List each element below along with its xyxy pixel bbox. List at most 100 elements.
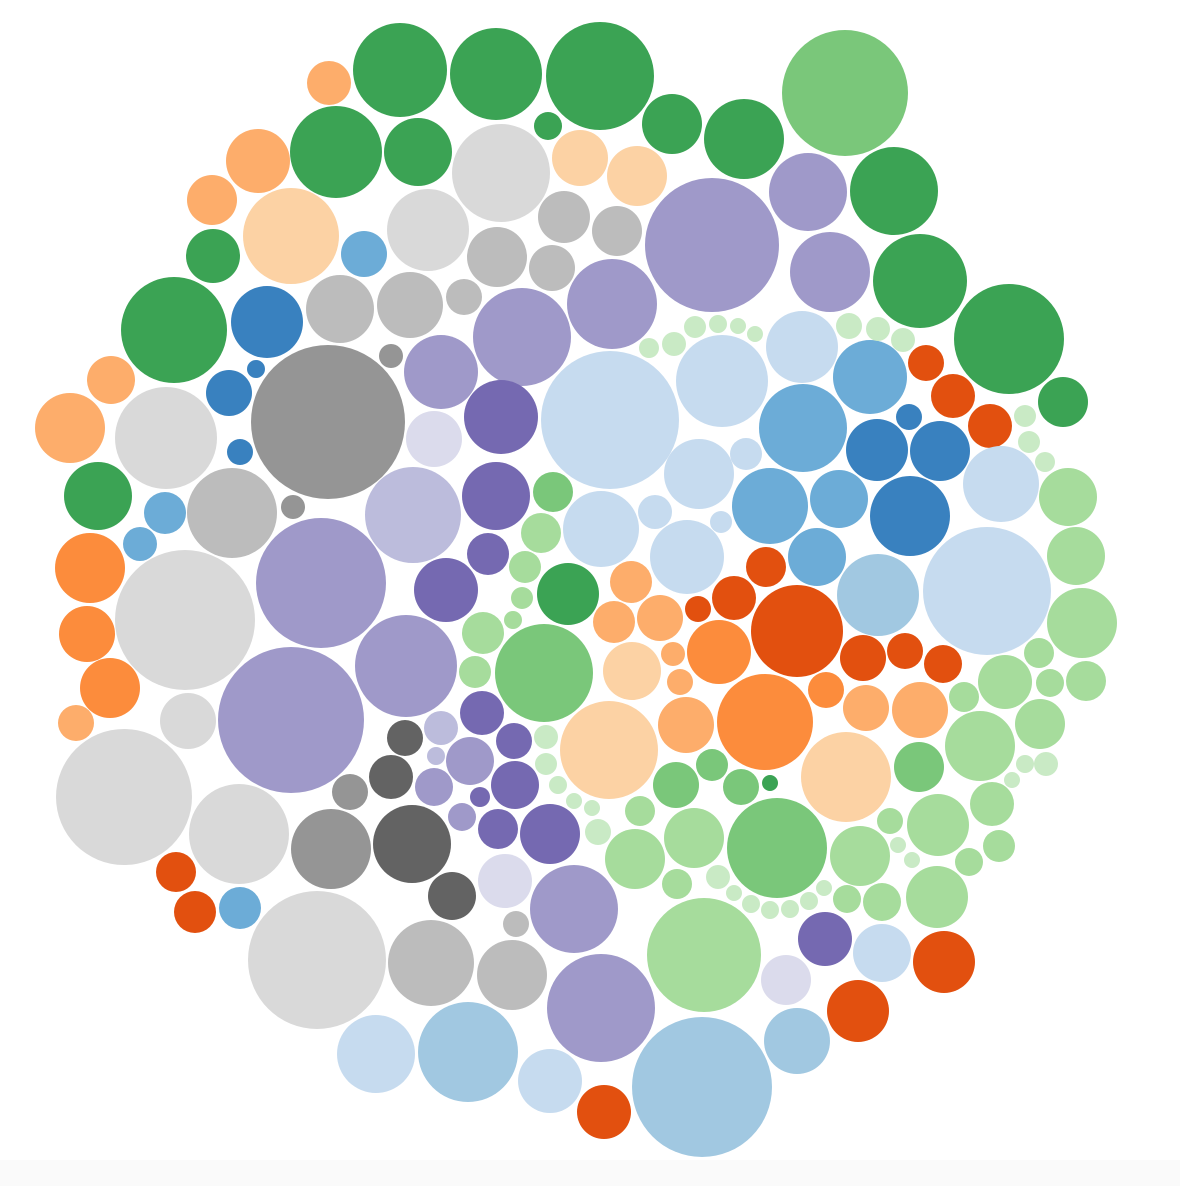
- bubble-dark-purple[interactable]: [491, 761, 539, 809]
- bubble-blue[interactable]: [833, 340, 907, 414]
- bubble-light-orange[interactable]: [667, 669, 693, 695]
- bubble-pale-green[interactable]: [662, 332, 686, 356]
- bubble-light-green[interactable]: [511, 587, 533, 609]
- bubble-purple[interactable]: [645, 178, 779, 312]
- bubble-light-green[interactable]: [664, 808, 724, 868]
- bubble-dark-green[interactable]: [450, 28, 542, 120]
- bubble-blue[interactable]: [123, 527, 157, 561]
- bubble-purple[interactable]: [769, 153, 847, 231]
- bubble-light-green[interactable]: [830, 826, 890, 886]
- bubble-pale-blue[interactable]: [853, 924, 911, 982]
- bubble-dark-green[interactable]: [384, 118, 452, 186]
- bubble-pale-blue[interactable]: [541, 351, 679, 489]
- bubble-light-blue[interactable]: [418, 1002, 518, 1102]
- bubble-mid-green[interactable]: [653, 762, 699, 808]
- bubble-light-green[interactable]: [462, 612, 504, 654]
- bubble-light-gray[interactable]: [115, 550, 255, 690]
- bubble-purple[interactable]: [530, 865, 618, 953]
- bubble-dark-blue[interactable]: [910, 421, 970, 481]
- bubble-light-gray[interactable]: [56, 729, 192, 865]
- bubble-blue[interactable]: [788, 528, 846, 586]
- bubble-light-green[interactable]: [949, 682, 979, 712]
- bubble-pale-blue[interactable]: [730, 438, 762, 470]
- bubble-dark-green[interactable]: [850, 147, 938, 235]
- bubble-dark-green[interactable]: [762, 775, 778, 791]
- bubble-light-green[interactable]: [877, 808, 903, 834]
- bubble-dark-purple[interactable]: [520, 804, 580, 864]
- bubble-gray[interactable]: [306, 275, 374, 343]
- bubble-dark-orange[interactable]: [174, 891, 216, 933]
- bubble-dark-orange[interactable]: [577, 1085, 631, 1139]
- bubble-light-gray[interactable]: [160, 693, 216, 749]
- bubble-pale-blue[interactable]: [710, 511, 732, 533]
- bubble-purple[interactable]: [446, 737, 494, 785]
- bubble-light-green[interactable]: [662, 869, 692, 899]
- bubble-light-green[interactable]: [625, 796, 655, 826]
- bubble-light-orange[interactable]: [658, 697, 714, 753]
- bubble-pale-green[interactable]: [742, 895, 760, 913]
- bubble-purple[interactable]: [404, 335, 478, 409]
- bubble-pale-blue[interactable]: [337, 1015, 415, 1093]
- bubble-dark-purple[interactable]: [798, 912, 852, 966]
- bubble-light-orange[interactable]: [58, 705, 94, 741]
- bubble-light-green[interactable]: [1066, 661, 1106, 701]
- bubble-pale-green[interactable]: [1018, 431, 1040, 453]
- bubble-pale-green[interactable]: [800, 892, 818, 910]
- bubble-light-green[interactable]: [647, 898, 761, 1012]
- bubble-blue[interactable]: [810, 470, 868, 528]
- bubble-light-orange[interactable]: [661, 642, 685, 666]
- bubble-dark-blue[interactable]: [846, 419, 908, 481]
- bubble-dark-orange[interactable]: [746, 547, 786, 587]
- bubble-dark-purple[interactable]: [470, 787, 490, 807]
- bubble-purple[interactable]: [567, 259, 657, 349]
- bubble-pale-green[interactable]: [566, 793, 582, 809]
- bubble-light-blue[interactable]: [764, 1008, 830, 1074]
- bubble-dark-green[interactable]: [290, 106, 382, 198]
- bubble-light-orange[interactable]: [593, 601, 635, 643]
- bubble-dark-orange[interactable]: [924, 645, 962, 683]
- bubble-light-orange[interactable]: [226, 129, 290, 193]
- bubble-purple[interactable]: [415, 768, 453, 806]
- bubble-gray[interactable]: [592, 206, 642, 256]
- bubble-pale-green[interactable]: [549, 776, 567, 794]
- bubble-pale-green[interactable]: [761, 901, 779, 919]
- bubble-pale-green[interactable]: [781, 900, 799, 918]
- bubble-pale-green[interactable]: [836, 313, 862, 339]
- bubble-dark-gray[interactable]: [251, 345, 405, 499]
- bubble-dark-green[interactable]: [64, 462, 132, 530]
- bubble-light-green[interactable]: [1036, 669, 1064, 697]
- bubble-gray[interactable]: [467, 227, 527, 287]
- bubble-dark-gray[interactable]: [379, 344, 403, 368]
- bubble-pale-orange[interactable]: [243, 188, 339, 284]
- bubble-pale-purple[interactable]: [406, 411, 462, 467]
- bubble-pale-green[interactable]: [816, 880, 832, 896]
- bubble-light-green[interactable]: [1024, 638, 1054, 668]
- bubble-pale-green[interactable]: [904, 852, 920, 868]
- bubble-light-orange[interactable]: [87, 356, 135, 404]
- bubble-mid-green[interactable]: [894, 742, 944, 792]
- bubble-light-green[interactable]: [833, 885, 861, 913]
- bubble-pale-green[interactable]: [1004, 772, 1020, 788]
- bubble-light-green[interactable]: [955, 848, 983, 876]
- bubble-pale-green[interactable]: [709, 315, 727, 333]
- bubble-pale-green[interactable]: [726, 885, 742, 901]
- bubble-dark-orange[interactable]: [840, 635, 886, 681]
- bubble-light-orange[interactable]: [637, 595, 683, 641]
- bubble-dark-blue[interactable]: [896, 404, 922, 430]
- bubble-pale-green[interactable]: [890, 837, 906, 853]
- bubble-dark-orange[interactable]: [685, 596, 711, 622]
- bubble-darkest-gray[interactable]: [369, 755, 413, 799]
- bubble-pale-green[interactable]: [535, 753, 557, 775]
- bubble-pale-green[interactable]: [730, 318, 746, 334]
- bubble-darkest-gray[interactable]: [387, 720, 423, 756]
- bubble-light-purple[interactable]: [424, 711, 458, 745]
- bubble-light-purple[interactable]: [427, 747, 445, 765]
- bubble-pale-green[interactable]: [747, 326, 763, 342]
- bubble-pale-blue[interactable]: [923, 527, 1051, 655]
- bubble-dark-blue[interactable]: [231, 286, 303, 358]
- bubble-orange[interactable]: [55, 533, 125, 603]
- bubble-dark-gray[interactable]: [332, 774, 368, 810]
- bubble-gray[interactable]: [529, 245, 575, 291]
- bubble-pale-green[interactable]: [639, 338, 659, 358]
- bubble-dark-orange[interactable]: [968, 404, 1012, 448]
